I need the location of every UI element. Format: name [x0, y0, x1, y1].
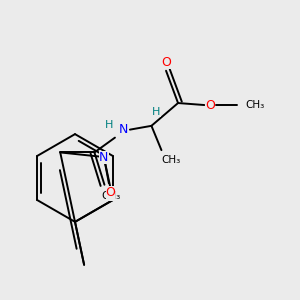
- Text: H: H: [105, 120, 113, 130]
- Text: N: N: [118, 123, 128, 136]
- Text: N: N: [99, 151, 109, 164]
- Text: CH₃: CH₃: [245, 100, 265, 110]
- Text: O: O: [161, 56, 171, 69]
- Text: CH₃: CH₃: [101, 191, 121, 201]
- Text: O: O: [206, 98, 215, 112]
- Text: H: H: [152, 107, 160, 117]
- Text: CH₃: CH₃: [162, 155, 181, 165]
- Text: O: O: [106, 186, 116, 199]
